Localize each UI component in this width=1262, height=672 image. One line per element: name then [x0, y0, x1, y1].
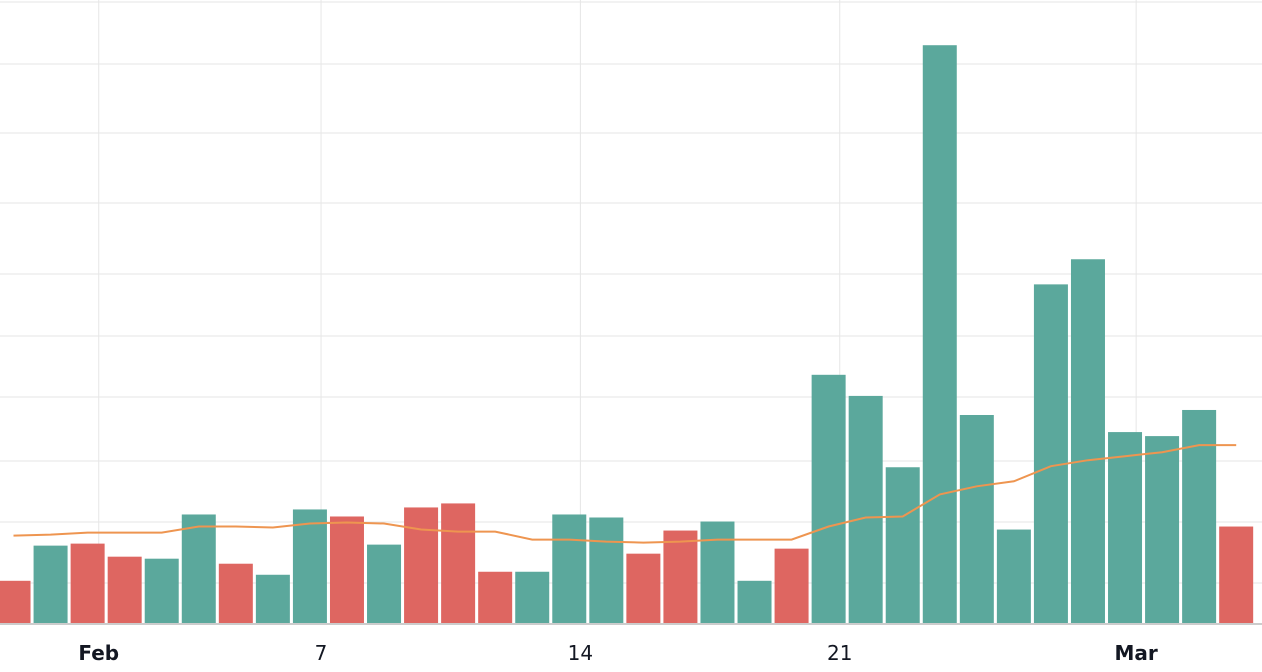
volume-bar — [552, 514, 587, 623]
volume-bars — [0, 45, 1254, 623]
volume-bar — [922, 45, 957, 623]
volume-bar — [255, 574, 290, 623]
volume-bar — [292, 509, 327, 623]
x-tick-label: Feb — [78, 641, 119, 665]
volume-bar — [1219, 526, 1254, 623]
volume-bar — [1070, 259, 1105, 623]
volume-bar — [478, 571, 513, 623]
volume-bar — [1182, 409, 1217, 623]
volume-bar — [848, 395, 883, 623]
volume-bar — [404, 507, 439, 623]
volume-bar — [663, 530, 698, 623]
x-tick-label: 21 — [827, 641, 852, 665]
volume-bar — [70, 543, 105, 623]
volume-bar — [329, 516, 364, 623]
moving-average-line — [13, 444, 1237, 544]
volume-bar — [367, 544, 402, 623]
volume-bar — [1108, 432, 1143, 623]
volume-bar — [144, 558, 179, 623]
volume-bar — [1033, 284, 1068, 623]
volume-bar — [737, 580, 772, 623]
volume-bar — [996, 529, 1031, 623]
volume-bar — [700, 521, 735, 623]
volume-bar — [33, 545, 68, 623]
x-axis-tick-labels: Feb 7 14 21 Mar — [78, 641, 1158, 665]
volume-bar — [1145, 436, 1180, 623]
volume-bar — [589, 517, 624, 623]
volume-bar — [626, 553, 661, 623]
volume-bar — [774, 548, 809, 623]
x-tick-label: Mar — [1115, 641, 1158, 665]
volume-bar — [515, 571, 550, 623]
volume-bar — [885, 467, 920, 623]
volume-bar — [811, 374, 846, 623]
x-tick-label: 14 — [568, 641, 593, 665]
volume-bar — [181, 514, 216, 623]
volume-bar — [959, 414, 994, 623]
volume-bar — [441, 503, 476, 623]
volume-bar — [218, 563, 253, 623]
volume-bar — [0, 580, 31, 623]
volume-bar — [107, 556, 142, 623]
x-tick-label: 7 — [315, 641, 328, 665]
